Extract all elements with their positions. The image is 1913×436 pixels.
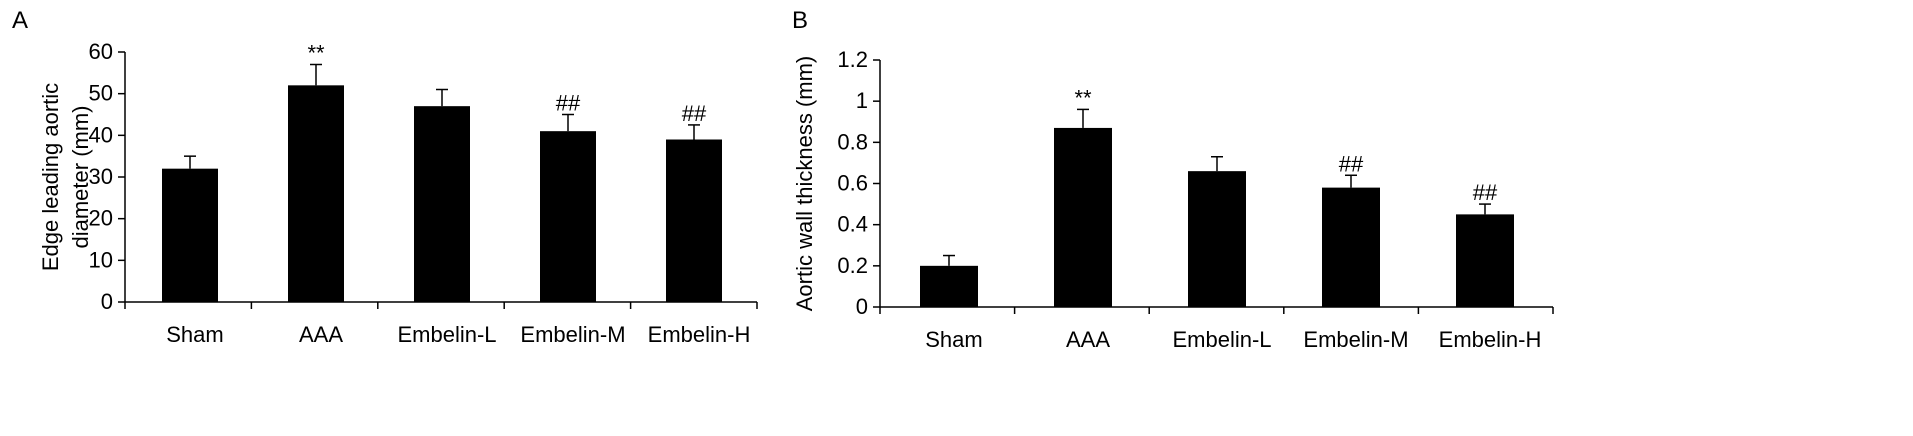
significance-label: ## [556,91,581,116]
y-tick-label: 0.2 [837,253,868,278]
bar [414,106,470,303]
y-tick-label: 30 [89,164,113,189]
x-tick-label: Embelin-L [1172,327,1271,352]
y-tick-label: 1 [856,88,868,113]
x-tick-label: AAA [299,322,343,347]
x-tick-label: Embelin-H [1439,327,1542,352]
y-tick-label: 0.8 [837,129,868,154]
significance-label: ## [682,101,707,126]
x-tick-label: Sham [925,327,982,352]
panel-b: B 0 0.2 0.4 0.6 0.8 1 1.2 Sham ** AAA Embelin-L ## Em… [792,7,1554,352]
x-tick-label: Embelin-L [397,322,496,347]
y-tick-label: 0.6 [837,171,868,196]
y-tick-label: 0 [101,289,113,314]
significance-label: ** [307,41,325,66]
y-tick-label: 20 [89,206,113,231]
bar [666,139,722,302]
x-tick-label: Embelin-H [648,322,751,347]
x-tick-label: AAA [1066,327,1110,352]
x-tick-label: Embelin-M [1303,327,1408,352]
bar [1322,187,1380,307]
panel-a: A 0 10 20 30 40 50 60 Sham ** AAA Embelin-L ## Embeli… [12,7,758,347]
y-tick-label: 50 [89,81,113,106]
y-axis-title: diameter (mm) [68,105,93,248]
significance-label: ## [1339,151,1364,176]
significance-label: ## [1473,180,1498,205]
bar [540,131,596,302]
panel-label: B [792,7,808,34]
bar [1054,127,1112,307]
bar [162,168,218,302]
bar [288,85,344,302]
significance-label: ** [1074,85,1092,110]
bar [920,265,978,307]
bar [1188,171,1246,307]
y-tick-label: 0 [856,294,868,319]
y-axis-title: Edge leading aortic [38,83,63,271]
y-tick-label: 1.2 [837,47,868,72]
y-tick-label: 60 [89,39,113,64]
x-tick-label: Embelin-M [520,322,625,347]
panel-label: A [12,7,28,34]
x-tick-label: Sham [166,322,223,347]
y-tick-label: 10 [89,247,113,272]
y-tick-label: 0.4 [837,212,868,237]
y-tick-label: 40 [89,122,113,147]
bar [1456,214,1514,307]
y-axis-title: Aortic wall thickness (mm) [792,56,817,311]
